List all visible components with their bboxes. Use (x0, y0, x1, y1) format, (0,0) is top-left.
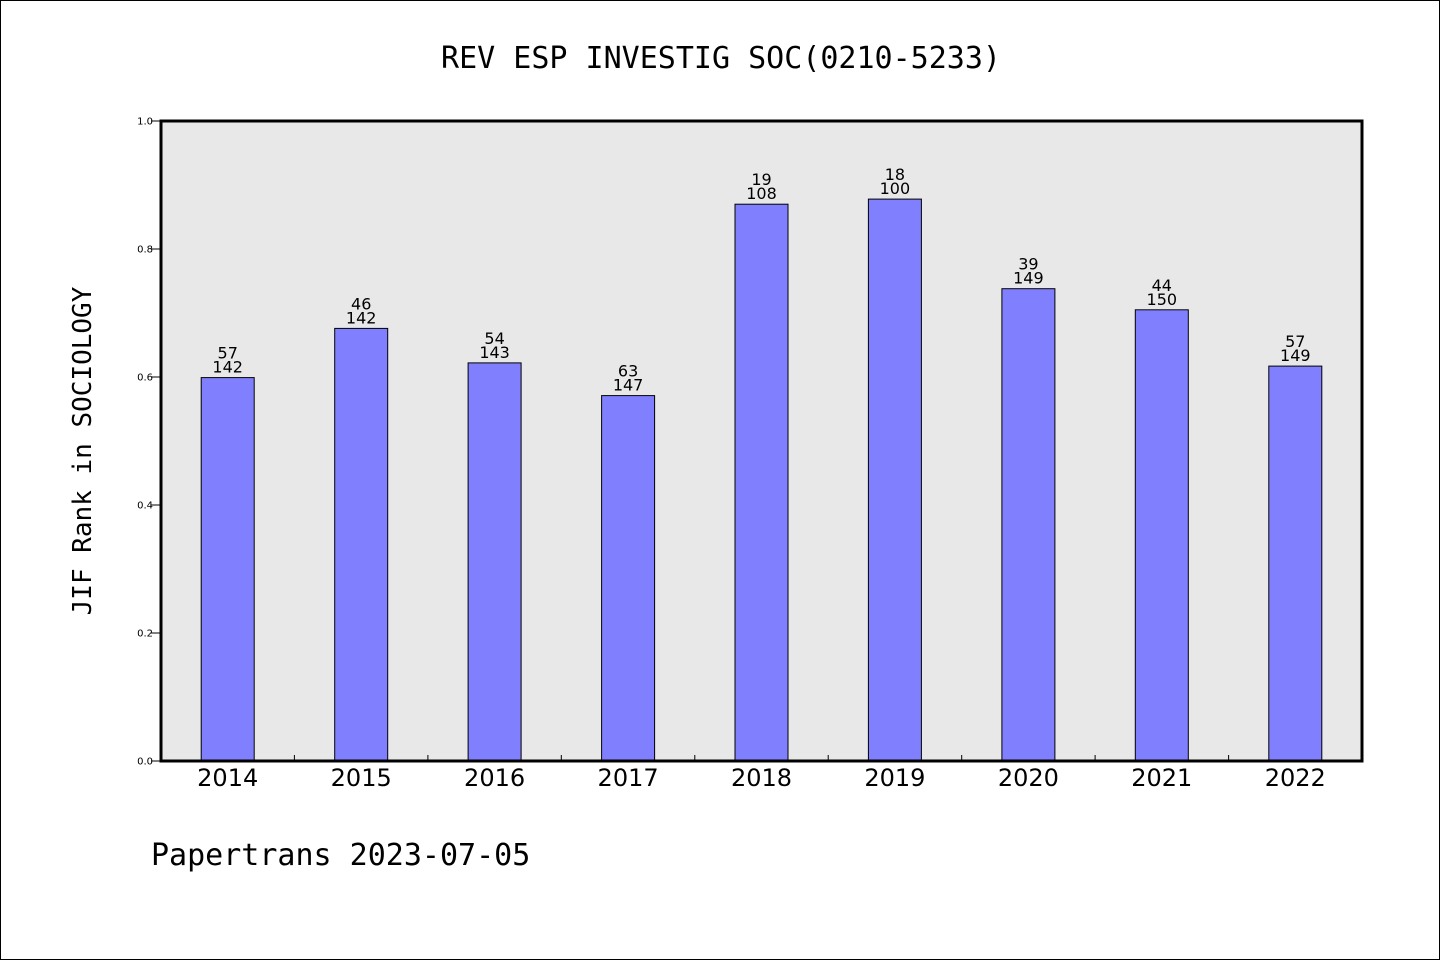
y-tick-label: 0.6 (137, 373, 153, 384)
bar-rank-label: 19 (751, 170, 771, 189)
bar-total-label: 143 (479, 343, 510, 362)
plot-border (159, 119, 1364, 763)
bar-2018 (734, 203, 789, 762)
chart-title: REV ESP INVESTIG SOC(0210-5233) (441, 41, 1001, 76)
bar-2022 (1268, 365, 1323, 762)
bar-total-label: 108 (746, 184, 777, 203)
y-tick-label: 0.4 (137, 501, 153, 512)
y-axis-label: JIF Rank in SOCIOLOGY (68, 286, 98, 615)
y-tick-label: 0.2 (137, 629, 153, 640)
bar-total-label: 142 (346, 308, 377, 327)
bar-rank-label: 63 (618, 362, 638, 381)
bar-total-label: 149 (1280, 346, 1311, 365)
axes-layer: 2014 2015 2016 2017 2018 2019 2020 2021 2022 0.0 0… (137, 117, 1326, 793)
y-tick-label: 0.8 (137, 245, 153, 256)
bar-2019 (867, 198, 922, 762)
bar-total-label: 100 (880, 179, 911, 198)
bar-rank-label: 46 (351, 294, 371, 313)
y-tick-label: 0.0 (137, 757, 153, 768)
bar-2016 (467, 362, 522, 762)
bar-2015 (334, 327, 389, 762)
x-tick-label: 2018 (731, 764, 792, 792)
x-tick-label: 2020 (998, 764, 1059, 792)
bar-rank-label: 57 (1285, 332, 1305, 351)
bar-2014 (200, 377, 255, 762)
bar-rank-label: 39 (1018, 255, 1038, 274)
x-tick-label: 2016 (464, 764, 525, 792)
bar-2021 (1134, 309, 1189, 762)
bar-2017 (601, 395, 656, 762)
bar-total-label: 147 (613, 376, 644, 395)
bar-total-label: 142 (212, 358, 243, 377)
x-tick-label: 2021 (1131, 764, 1192, 792)
bar-total-label: 150 (1147, 290, 1178, 309)
bar-rank-label: 57 (218, 344, 238, 363)
bar-2020 (1001, 288, 1056, 762)
x-tick-label: 2014 (197, 764, 258, 792)
x-tick-label: 2017 (598, 764, 659, 792)
bar-rank-label: 44 (1152, 276, 1172, 295)
bar-total-label: 149 (1013, 269, 1044, 288)
y-tick-label: 1.0 (137, 117, 153, 128)
bar-rank-label: 54 (484, 329, 504, 348)
x-tick-label: 2019 (864, 764, 925, 792)
footer-credit: Papertrans 2023-07-05 (151, 838, 530, 873)
bar-rank-label: 18 (885, 165, 905, 184)
x-tick-label: 2022 (1265, 764, 1326, 792)
x-tick-label: 2015 (331, 764, 392, 792)
